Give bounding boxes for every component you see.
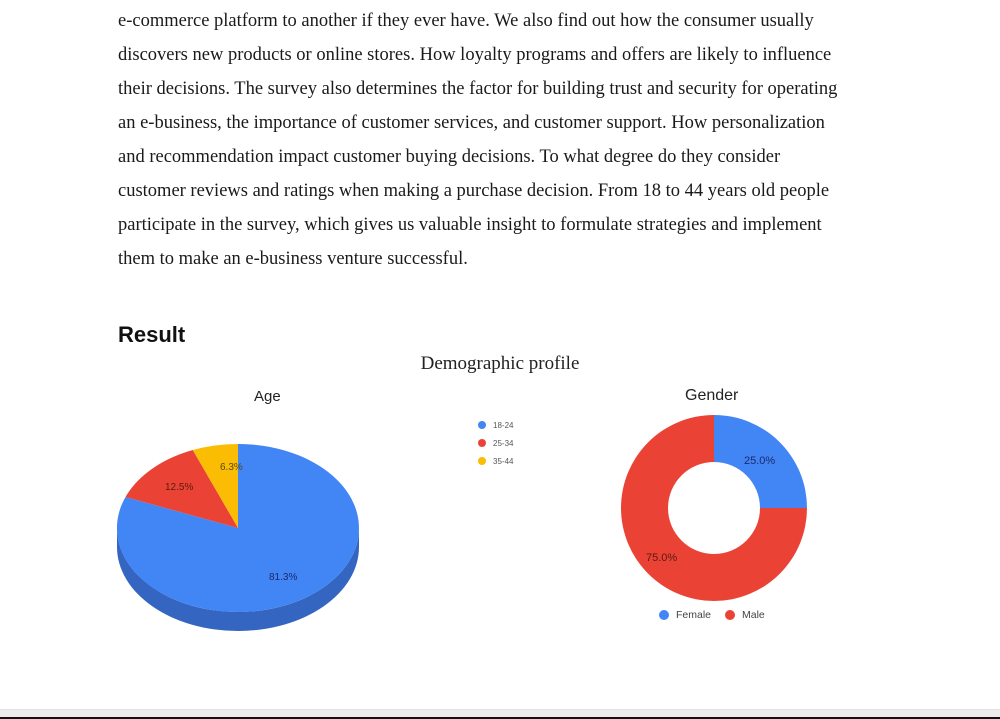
page-footer-bar [0, 709, 1000, 718]
legend-dot-icon [478, 457, 486, 465]
paragraph-line: e-commerce platform to another if they e… [118, 11, 814, 31]
legend-label: Female [676, 609, 712, 621]
legend-item-female: Female [659, 609, 711, 621]
figure-title: Demographic profile [420, 353, 580, 374]
age-chart-title: Age [254, 388, 281, 405]
legend-label: 25-34 [493, 438, 514, 448]
gender-legend: Female Male [659, 609, 779, 621]
legend-dot-icon [478, 439, 486, 447]
gender-label-male: 75.0% [646, 552, 677, 564]
paragraph-line: discovers new products or online stores.… [118, 45, 832, 65]
age-legend: 18-24 25-34 35-44 [478, 416, 513, 470]
paragraph-line: an e-business, the importance of custome… [118, 113, 825, 133]
section-heading: Result [118, 322, 186, 347]
age-label-25-34: 12.5% [165, 482, 193, 493]
legend-item-25-34: 25-34 [478, 434, 513, 452]
legend-label: 18-24 [493, 420, 514, 430]
legend-item-35-44: 35-44 [478, 452, 513, 470]
gender-chart-title: Gender [685, 387, 739, 404]
paragraph-line: customer reviews and ratings when making… [118, 181, 830, 201]
legend-label: Male [742, 609, 765, 621]
legend-item-male: Male [725, 609, 765, 621]
age-label-18-24: 81.3% [269, 572, 297, 583]
page-bottom-border [0, 717, 1000, 719]
legend-dot-icon [725, 610, 736, 620]
legend-dot-icon [478, 421, 486, 429]
legend-item-18-24: 18-24 [478, 416, 513, 434]
gender-label-female: 25.0% [744, 455, 775, 467]
legend-dot-icon [659, 610, 669, 620]
age-label-35-44: 6.3% [220, 462, 243, 473]
paragraph-line: their decisions. The survey also determi… [118, 79, 838, 99]
paragraph-line: and recommendation impact customer buyin… [118, 147, 781, 167]
legend-label: 35-44 [493, 456, 514, 466]
paragraph-line: participate in the survey, which gives u… [118, 215, 822, 235]
body-paragraph: e-commerce platform to another if they e… [118, 6, 898, 278]
paragraph-line: them to make an e-business venture succe… [118, 249, 468, 269]
